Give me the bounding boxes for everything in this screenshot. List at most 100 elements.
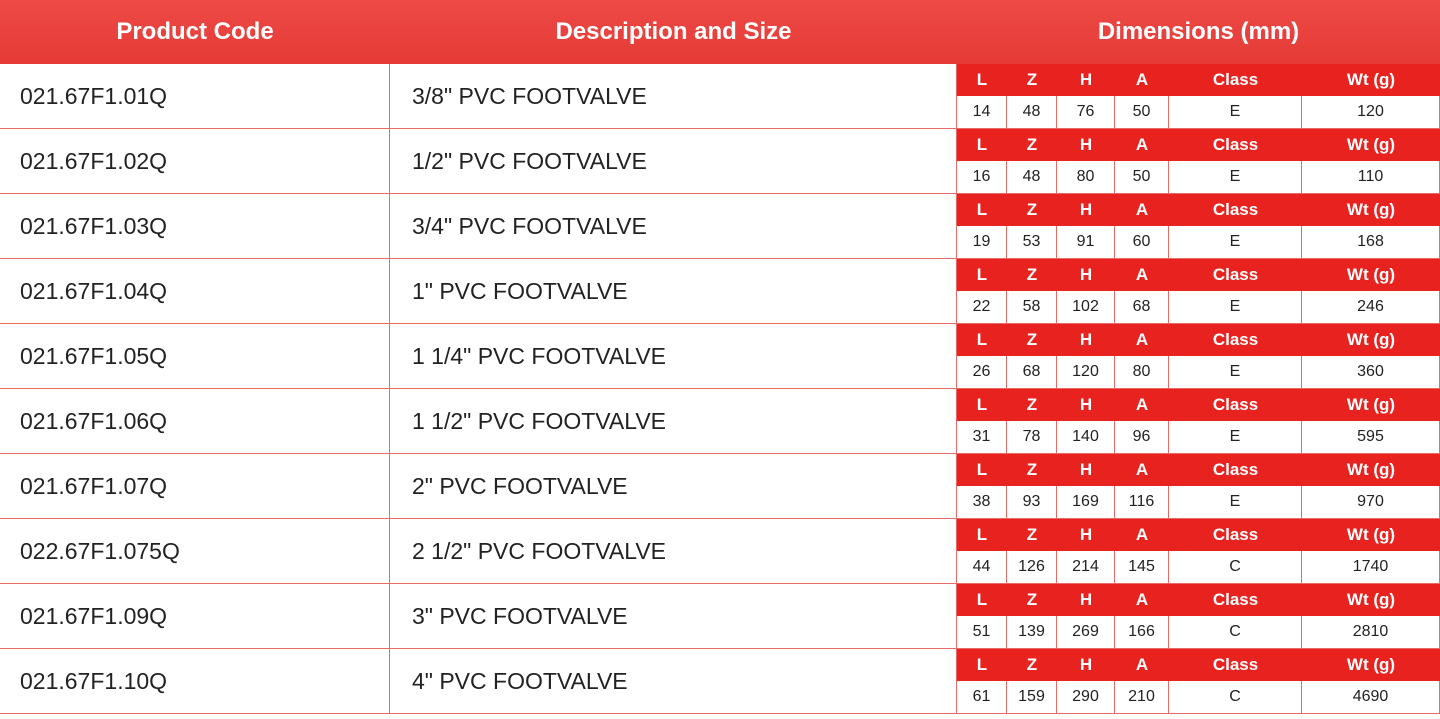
dimensions: L Z H A Class Wt (g) 61 159 290 210 C 4690: [957, 649, 1440, 713]
dimension-value: 44: [957, 551, 1007, 583]
dimension-label: Class: [1212, 70, 1259, 89]
dimension-labels: L Z H A Class Wt (g): [957, 519, 1440, 551]
dimension-value: 360: [1302, 356, 1440, 388]
description: 2 1/2" PVC FOOTVALVE: [390, 519, 957, 583]
dimension-value: 139: [1007, 616, 1057, 648]
dimension-label: A: [1135, 70, 1149, 89]
dimension-value: 169: [1057, 486, 1115, 518]
dimension-value: 80: [1057, 161, 1115, 193]
dimension-values: 22 58 102 68 E 246: [957, 291, 1440, 323]
dimension-label: L: [976, 590, 988, 609]
dimension-label: Wt (g): [1346, 330, 1396, 349]
header-description: Description and Size: [555, 18, 792, 45]
dimension-value: 2810: [1302, 616, 1440, 648]
dimension-label: Z: [1026, 70, 1038, 89]
dimension-values: 61 159 290 210 C 4690: [957, 681, 1440, 713]
dimension-label: Wt (g): [1346, 70, 1396, 89]
table-row: 021.67F1.04Q 1" PVC FOOTVALVE L Z H A Class Wt …: [0, 259, 1440, 324]
dimensions: L Z H A Class Wt (g) 14 48 76 50 E 120: [957, 64, 1440, 128]
dimension-labels: L Z H A Class Wt (g): [957, 129, 1440, 161]
dimension-value: 269: [1057, 616, 1115, 648]
dimension-labels: L Z H A Class Wt (g): [957, 194, 1440, 226]
dimension-label: Wt (g): [1346, 265, 1396, 284]
dimension-label: Z: [1026, 330, 1038, 349]
product-code: 021.67F1.10Q: [0, 649, 390, 713]
dimension-label: Wt (g): [1346, 395, 1396, 414]
dimension-label: H: [1079, 70, 1093, 89]
dimension-label: Z: [1026, 525, 1038, 544]
dimension-value: 22: [957, 291, 1007, 323]
dimension-label: Wt (g): [1346, 460, 1396, 479]
dimension-value: 31: [957, 421, 1007, 453]
dimension-value: 126: [1007, 551, 1057, 583]
dimension-label: H: [1079, 395, 1093, 414]
dimension-label: A: [1135, 330, 1149, 349]
dimension-value: C: [1169, 681, 1302, 713]
dimension-label: A: [1135, 460, 1149, 479]
dimension-value: 110: [1302, 161, 1440, 193]
dimension-value: 50: [1115, 96, 1169, 128]
dimension-value: 168: [1302, 226, 1440, 258]
product-code: 021.67F1.04Q: [0, 259, 390, 323]
product-code: 021.67F1.02Q: [0, 129, 390, 193]
dimension-value: 14: [957, 96, 1007, 128]
dimension-label: L: [976, 525, 988, 544]
dimension-value: 214: [1057, 551, 1115, 583]
dimension-label: Z: [1026, 395, 1038, 414]
dimension-values: 19 53 91 60 E 168: [957, 226, 1440, 258]
dimension-value: 595: [1302, 421, 1440, 453]
description: 1 1/4" PVC FOOTVALVE: [390, 324, 957, 388]
dimension-values: 51 139 269 166 C 2810: [957, 616, 1440, 648]
dimension-label: H: [1079, 135, 1093, 154]
dimension-values: 31 78 140 96 E 595: [957, 421, 1440, 453]
dimension-label: Wt (g): [1346, 135, 1396, 154]
dimension-value: 102: [1057, 291, 1115, 323]
dimensions: L Z H A Class Wt (g) 38 93 169 116 E 970: [957, 454, 1440, 518]
dimensions: L Z H A Class Wt (g) 26 68 120 80 E 360: [957, 324, 1440, 388]
dimension-value: C: [1169, 551, 1302, 583]
dimension-values: 14 48 76 50 E 120: [957, 96, 1440, 128]
dimension-label: H: [1079, 525, 1093, 544]
dimension-value: 166: [1115, 616, 1169, 648]
dimension-value: 26: [957, 356, 1007, 388]
dimension-value: C: [1169, 616, 1302, 648]
dimension-label: L: [976, 655, 988, 674]
product-code: 021.67F1.07Q: [0, 454, 390, 518]
dimension-labels: L Z H A Class Wt (g): [957, 454, 1440, 486]
description: 2" PVC FOOTVALVE: [390, 454, 957, 518]
dimension-value: E: [1169, 96, 1302, 128]
dimension-label: Class: [1212, 460, 1259, 479]
dimension-label: A: [1135, 590, 1149, 609]
dimension-value: 68: [1115, 291, 1169, 323]
dimension-value: 116: [1115, 486, 1169, 518]
dimension-value: 91: [1057, 226, 1115, 258]
dimension-value: 76: [1057, 96, 1115, 128]
table-row: 021.67F1.09Q 3" PVC FOOTVALVE L Z H A Class Wt …: [0, 584, 1440, 649]
dimension-value: 1740: [1302, 551, 1440, 583]
dimension-value: 93: [1007, 486, 1057, 518]
dimension-label: Z: [1026, 655, 1038, 674]
dimension-value: 80: [1115, 356, 1169, 388]
dimension-value: 51: [957, 616, 1007, 648]
table-row: 021.67F1.10Q 4" PVC FOOTVALVE L Z H A Class Wt …: [0, 649, 1440, 714]
description: 1" PVC FOOTVALVE: [390, 259, 957, 323]
dimension-value: E: [1169, 421, 1302, 453]
table-row: 022.67F1.075Q 2 1/2" PVC FOOTVALVE L Z H A Cla…: [0, 519, 1440, 584]
dimension-label: L: [976, 135, 988, 154]
dimension-value: 246: [1302, 291, 1440, 323]
product-code: 021.67F1.01Q: [0, 64, 390, 128]
dimension-value: 159: [1007, 681, 1057, 713]
dimension-value: E: [1169, 161, 1302, 193]
dimension-values: 44 126 214 145 C 1740: [957, 551, 1440, 583]
dimensions: L Z H A Class Wt (g) 16 48 80 50 E 110: [957, 129, 1440, 193]
dimension-label: Z: [1026, 590, 1038, 609]
description: 1/2" PVC FOOTVALVE: [390, 129, 957, 193]
dimension-label: Class: [1212, 265, 1259, 284]
dimension-label: H: [1079, 200, 1093, 219]
dimension-value: 68: [1007, 356, 1057, 388]
dimension-label: Class: [1212, 330, 1259, 349]
dimension-label: Wt (g): [1346, 590, 1396, 609]
description: 3/8" PVC FOOTVALVE: [390, 64, 957, 128]
dimension-label: L: [976, 330, 988, 349]
